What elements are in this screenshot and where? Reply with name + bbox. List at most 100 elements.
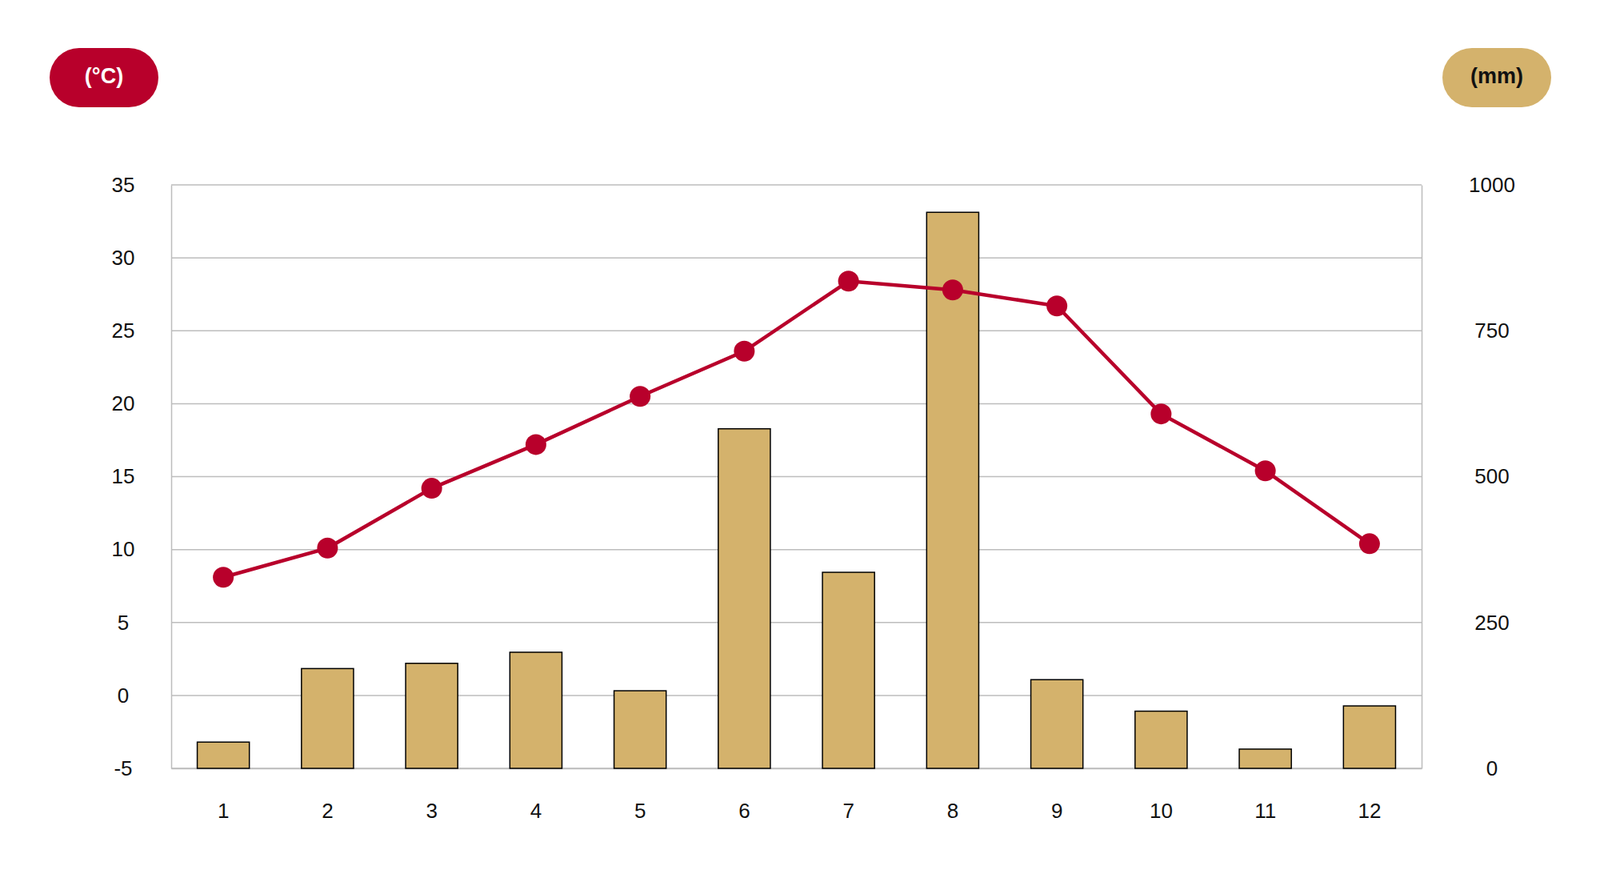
grid-line [171, 694, 1422, 696]
grid-line [171, 548, 1422, 551]
tick: 11 [1254, 768, 1276, 823]
grid-line [171, 476, 1422, 478]
marker [942, 279, 964, 300]
tick-label: 250 [1474, 610, 1509, 635]
tick-label: 4 [530, 798, 542, 823]
tick: 2 [321, 768, 333, 823]
tick: 5 [117, 610, 172, 635]
axis-line [171, 185, 173, 769]
x-axis: 123456789101112 [172, 768, 1423, 823]
marker [525, 433, 547, 455]
tick-label: 30 [112, 245, 136, 270]
tick: 10 [112, 536, 172, 561]
tick-label: 0 [1486, 756, 1498, 780]
tick-label: 20 [112, 391, 136, 416]
tick: 8 [947, 768, 959, 823]
marker [733, 340, 755, 362]
y2-axis: 0 250 500 750 1000 [1421, 172, 1516, 780]
tick-label: 10 [1149, 798, 1173, 823]
bar [1239, 748, 1292, 768]
tick: 750 [1421, 318, 1510, 343]
bar [614, 690, 667, 768]
marker [316, 537, 338, 559]
bar [822, 572, 875, 768]
grid-line [171, 403, 1422, 405]
tick: 4 [530, 768, 542, 823]
tick: 3 [425, 768, 437, 823]
tick-label: 5 [117, 610, 129, 635]
line-series [212, 270, 1380, 588]
tick: 9 [1051, 768, 1063, 823]
bar [1343, 705, 1396, 768]
bar [197, 741, 250, 768]
axis-line [1421, 185, 1424, 769]
grid-line [171, 767, 1422, 769]
plot-area [197, 212, 1396, 768]
tick-label: 35 [112, 172, 136, 197]
grid-line [171, 256, 1422, 259]
bar [1031, 679, 1084, 768]
axis-title: (mm) [1442, 48, 1552, 108]
tick-label: 12 [1357, 798, 1381, 823]
axis-title-badge [49, 48, 159, 108]
grid-line [171, 184, 1422, 186]
grid-line [171, 330, 1422, 332]
grid-line [171, 621, 1422, 624]
tick-label: 0 [117, 683, 129, 708]
tick: 35 [112, 172, 172, 197]
tick: -5 [113, 756, 172, 780]
marker [421, 477, 443, 499]
axis-title-badge [1442, 48, 1552, 108]
grid [171, 184, 1422, 768]
tick: 30 [112, 245, 172, 270]
tick: 250 [1421, 610, 1510, 635]
tick: 6 [738, 768, 750, 823]
marker [212, 566, 234, 588]
tick-label: 1 [217, 798, 229, 823]
bar [926, 212, 979, 768]
tick: 500 [1421, 464, 1510, 488]
tick-label: 15 [112, 464, 136, 488]
axis-title-text: (mm) [1470, 64, 1524, 88]
tick-label: 2 [321, 798, 333, 823]
tick-label: 7 [842, 798, 854, 823]
tick-label: 9 [1051, 798, 1063, 823]
tick: 12 [1357, 768, 1381, 823]
chart: -505101520253035025050075010001234567891… [0, 0, 1600, 874]
tick: 7 [842, 768, 854, 823]
tick-label: 5 [634, 798, 646, 823]
bar [718, 428, 771, 768]
tick-label: -5 [113, 756, 132, 780]
tick: 20 [112, 391, 172, 416]
tick: 25 [112, 318, 172, 343]
tick-label: 3 [425, 798, 437, 823]
tick: 1000 [1421, 172, 1516, 197]
bar [509, 652, 562, 768]
tick-label: 500 [1474, 464, 1509, 488]
tick-label: 11 [1254, 798, 1276, 823]
tick: 10 [1149, 768, 1173, 823]
axis-title: (°C) [49, 48, 159, 108]
marker [838, 270, 860, 292]
tick-label: 750 [1474, 318, 1509, 343]
bar [405, 663, 458, 768]
marker [1255, 460, 1276, 481]
tick-label: 10 [112, 536, 136, 561]
tick-label: 25 [112, 318, 136, 343]
tick-label: 1000 [1468, 172, 1516, 197]
line [223, 280, 1370, 577]
tick: 1 [217, 768, 229, 823]
bar [301, 668, 354, 768]
marker [629, 385, 651, 407]
tick: 0 [117, 683, 172, 708]
tick-label: 6 [738, 798, 750, 823]
marker [1359, 532, 1380, 554]
tick: 0 [1421, 756, 1498, 780]
tick-label: 8 [947, 798, 959, 823]
marker [1046, 295, 1068, 316]
tick: 5 [634, 768, 646, 823]
bar [1135, 711, 1188, 768]
axis-line [172, 768, 1423, 770]
marker [1150, 403, 1172, 424]
bars [197, 212, 1396, 768]
